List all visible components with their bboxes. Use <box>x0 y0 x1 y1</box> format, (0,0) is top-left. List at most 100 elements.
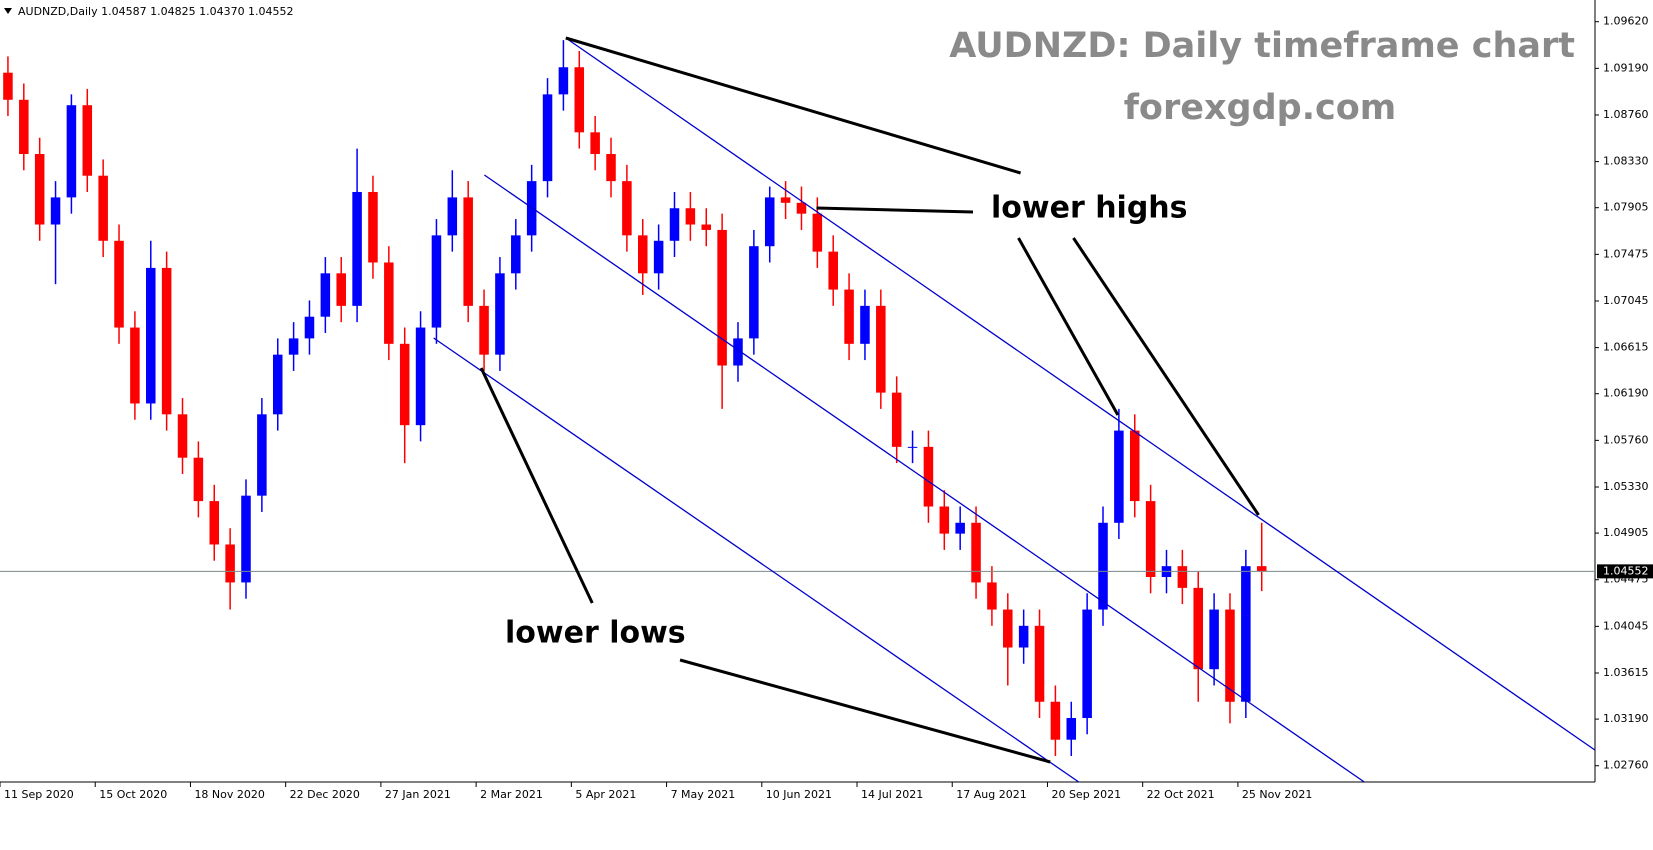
candle-body <box>50 197 61 225</box>
candle-body <box>384 262 394 344</box>
pointer <box>680 660 1050 762</box>
candle-body <box>1050 701 1061 740</box>
candle-body <box>177 414 188 458</box>
candle-body <box>146 267 156 404</box>
candle-body <box>1241 566 1251 702</box>
y-tick-label: 1.09190 <box>1603 61 1649 74</box>
candle-body <box>1256 566 1267 572</box>
candle-body <box>876 305 886 393</box>
candle-body <box>1193 587 1203 670</box>
candle-body <box>1145 501 1156 578</box>
y-tick-label: 1.05760 <box>1603 433 1649 446</box>
candle-body <box>638 235 648 274</box>
candle-body <box>844 289 854 344</box>
candle-body <box>241 495 251 583</box>
candle-body <box>971 522 981 583</box>
candle-body <box>907 446 918 448</box>
candle-body <box>34 154 45 225</box>
candle-body <box>98 175 108 241</box>
candle-body <box>939 506 950 534</box>
y-tick-label: 1.07045 <box>1603 294 1649 307</box>
candle-body <box>1114 430 1124 523</box>
candle-body <box>257 414 267 496</box>
candle-body <box>288 338 299 355</box>
candle-body <box>352 191 362 306</box>
x-tick-label: 18 Nov 2020 <box>194 788 264 801</box>
candle-body <box>1129 430 1140 502</box>
candle-body <box>495 273 505 355</box>
y-tick-label: 1.08760 <box>1603 108 1649 121</box>
candle-body <box>780 197 791 203</box>
channel-upper <box>566 38 1595 750</box>
candle-body <box>1018 625 1029 648</box>
candle-body <box>368 191 378 263</box>
candle-body <box>622 181 632 236</box>
x-tick-label: 25 Nov 2021 <box>1242 788 1312 801</box>
candle-body <box>590 132 600 155</box>
candle-body <box>463 197 473 306</box>
price-label: 1.04552 <box>1603 564 1649 577</box>
y-tick-label: 1.06615 <box>1603 341 1649 354</box>
candle-body <box>415 327 426 426</box>
candle-body <box>304 316 315 339</box>
header: AUDNZD,Daily 1.04587 1.04825 1.04370 1.0… <box>18 5 294 18</box>
x-tick-label: 10 Jun 2021 <box>766 788 832 801</box>
channel-lower <box>434 338 1079 782</box>
y-tick-label: 1.09620 <box>1603 15 1649 28</box>
y-tick-label: 1.04045 <box>1603 619 1649 632</box>
pointer <box>816 208 973 212</box>
candle-body <box>209 501 220 545</box>
candle-body <box>542 94 553 182</box>
y-tick-label: 1.03190 <box>1603 712 1649 725</box>
candle-body <box>1177 566 1188 588</box>
candle-body <box>447 197 458 236</box>
chart-subtitle: forexgdp.com <box>1124 88 1397 128</box>
annotation: lower lows <box>505 616 686 651</box>
candle-body <box>479 305 489 355</box>
x-tick-label: 2 Mar 2021 <box>480 788 543 801</box>
candle-body <box>1225 609 1235 702</box>
candle-body <box>717 229 727 366</box>
candle-body <box>193 457 204 502</box>
candle-body <box>606 154 616 182</box>
candle-body <box>574 67 585 133</box>
candle-body <box>812 213 823 252</box>
candle-body <box>923 446 934 507</box>
x-tick-label: 14 Jul 2021 <box>861 788 923 801</box>
x-tick-label: 27 Jan 2021 <box>385 788 451 801</box>
x-tick-label: 5 Apr 2021 <box>575 788 636 801</box>
pointer-lines <box>481 38 1258 762</box>
x-tick-label: 7 May 2021 <box>671 788 736 801</box>
candle-body <box>1034 625 1045 702</box>
candle-body <box>749 246 759 339</box>
candle-body <box>669 208 680 241</box>
candle-body <box>272 354 283 415</box>
candle-body <box>685 208 696 225</box>
candle-body <box>733 338 743 366</box>
candle-body <box>1082 609 1092 719</box>
candle-body <box>114 240 124 328</box>
y-tick-label: 1.03615 <box>1603 666 1649 679</box>
candle-body <box>796 202 807 214</box>
y-tick-label: 1.07905 <box>1603 201 1649 214</box>
annotation: lower highs <box>991 191 1188 226</box>
candle-body <box>764 197 775 247</box>
candle-body <box>1066 718 1077 740</box>
x-tick-label: 22 Oct 2021 <box>1147 788 1215 801</box>
x-tick-label: 17 Aug 2021 <box>956 788 1026 801</box>
y-tick-label: 1.04905 <box>1603 526 1649 539</box>
candle-body <box>66 105 77 198</box>
price-label-box <box>1597 564 1653 579</box>
chart-title: AUDNZD: Daily timeframe chart <box>949 26 1575 66</box>
candle-body <box>19 99 29 155</box>
candle-body <box>431 235 442 328</box>
candle-body <box>1098 522 1108 610</box>
candle-body <box>860 305 870 344</box>
channel-middle <box>484 175 1364 782</box>
y-tick-label: 1.07475 <box>1603 247 1649 260</box>
candle-body <box>653 240 664 274</box>
x-tick-label: 11 Sep 2020 <box>4 788 74 801</box>
candle-body <box>511 235 521 274</box>
candle-body <box>399 343 410 426</box>
